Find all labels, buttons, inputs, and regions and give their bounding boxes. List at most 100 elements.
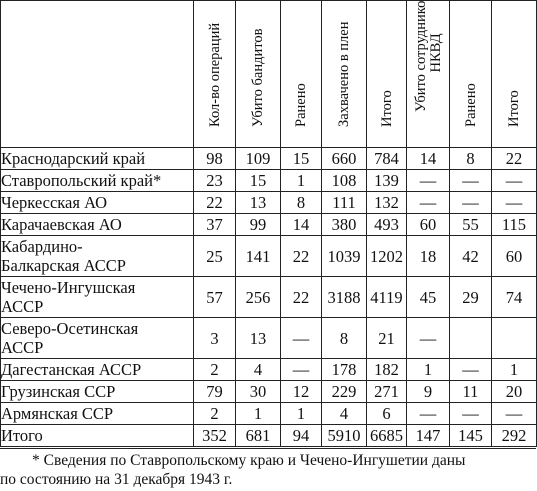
cell-value: 145 bbox=[449, 424, 492, 447]
cell-value: 22 bbox=[280, 235, 322, 277]
region-name: Армянская ССР bbox=[0, 402, 194, 425]
cell-value: 98 bbox=[193, 147, 236, 170]
cell-value: 178 bbox=[321, 358, 367, 381]
cell-value: 2 bbox=[193, 358, 236, 381]
cell-value: — bbox=[449, 402, 492, 425]
cell-value: 21 bbox=[366, 317, 407, 359]
cell-value: 42 bbox=[449, 235, 492, 277]
cell-value: 3 bbox=[193, 317, 236, 359]
cell-value: — bbox=[449, 191, 492, 214]
header-label-line2: НКВД bbox=[428, 33, 444, 73]
region-name-line1: Кабардино- bbox=[1, 237, 83, 256]
total-label: Итого bbox=[0, 424, 194, 447]
cell-value: 141 bbox=[235, 235, 281, 277]
cell-value: 60 bbox=[406, 213, 450, 236]
cell-value: 4119 bbox=[366, 276, 407, 318]
cell-value: — bbox=[491, 191, 537, 214]
cell-value bbox=[449, 317, 492, 359]
cell-value: 109 bbox=[235, 147, 281, 170]
cell-value: 380 bbox=[321, 213, 367, 236]
region-name: Грузинская ССР bbox=[0, 380, 194, 403]
header-label: Итого bbox=[506, 90, 522, 127]
cell-value: 20 bbox=[491, 380, 537, 403]
cell-value: 111 bbox=[321, 191, 367, 214]
cell-value: 25 bbox=[193, 235, 236, 277]
cell-value: 55 bbox=[449, 213, 492, 236]
cell-value: 1202 bbox=[366, 235, 407, 277]
cell-value: — bbox=[280, 358, 322, 381]
cell-value: 1 bbox=[406, 358, 450, 381]
cell-value: 1 bbox=[235, 402, 281, 425]
region-name: Кабардино- Балкарская АССР bbox=[0, 235, 194, 277]
header-label-line1: Убито сотрудников bbox=[413, 0, 429, 112]
cell-value: 147 bbox=[406, 424, 450, 447]
total-row: Итого 352 681 94 5910 6685 147 145 292 bbox=[0, 424, 537, 447]
header-cell-captured: Захвачено в плен bbox=[321, 0, 367, 148]
header-label: Ранено bbox=[462, 83, 479, 127]
region-name-line1: Чечено-Ингушская bbox=[1, 278, 136, 297]
cell-value: 4 bbox=[321, 402, 367, 425]
cell-value: 15 bbox=[235, 169, 281, 192]
cell-value: 23 bbox=[193, 169, 236, 192]
header-label: Захвачено в плен bbox=[336, 21, 352, 128]
cell-value: 271 bbox=[366, 380, 407, 403]
header-cell-bandits-wounded: Ранено bbox=[280, 0, 322, 148]
table-row: Кабардино- Балкарская АССР 25 141 22 1039… bbox=[0, 235, 537, 277]
cell-value: 132 bbox=[366, 191, 407, 214]
cell-value: 2 bbox=[193, 402, 236, 425]
cell-value: 681 bbox=[235, 424, 281, 447]
cell-value: 79 bbox=[193, 380, 236, 403]
cell-value: 8 bbox=[280, 191, 322, 214]
region-name-line1: Северо-Осетинская bbox=[1, 319, 139, 338]
footnote: * Сведения по Ставропольскому краю и Чеч… bbox=[0, 448, 536, 489]
header-cell-operations: Кол-во операций bbox=[193, 0, 236, 148]
header-row: Кол-во операций Убито бандитов Ранено За… bbox=[0, 0, 537, 148]
table-row: Карачаевская АО 37 99 14 380 493 60 55 1… bbox=[0, 213, 537, 236]
cell-value: 8 bbox=[449, 147, 492, 170]
region-name-line2: АССР bbox=[1, 297, 44, 316]
statistics-table: Кол-во операций Убито бандитов Ранено За… bbox=[0, 0, 537, 447]
header-corner-cell bbox=[0, 0, 194, 148]
cell-value: 22 bbox=[280, 276, 322, 318]
cell-value: 13 bbox=[235, 191, 281, 214]
table-row: Армянская ССР 2 1 1 4 6 — — — bbox=[0, 402, 537, 425]
table-row: Дагестанская АССР 2 4 — 178 182 1 — 1 bbox=[0, 358, 537, 381]
cell-value: 22 bbox=[193, 191, 236, 214]
header-cell-bandits-total: Итого bbox=[366, 0, 407, 148]
cell-value: 660 bbox=[321, 147, 367, 170]
cell-value: 14 bbox=[280, 213, 322, 236]
cell-value: 292 bbox=[491, 424, 537, 447]
cell-value: 37 bbox=[193, 213, 236, 236]
cell-value: 99 bbox=[235, 213, 281, 236]
cell-value: 115 bbox=[491, 213, 537, 236]
cell-value: — bbox=[491, 402, 537, 425]
cell-value: 784 bbox=[366, 147, 407, 170]
region-name: Северо-Осетинская АССР bbox=[0, 317, 194, 359]
cell-value: 139 bbox=[366, 169, 407, 192]
cell-value: 4 bbox=[235, 358, 281, 381]
cell-value: 45 bbox=[406, 276, 450, 318]
cell-value: 29 bbox=[449, 276, 492, 318]
cell-value: 13 bbox=[235, 317, 281, 359]
region-name: Черкесская АО bbox=[0, 191, 194, 214]
table-row: Ставропольский край* 23 15 1 108 139 — —… bbox=[0, 169, 537, 192]
cell-value: 182 bbox=[366, 358, 407, 381]
cell-value: — bbox=[406, 191, 450, 214]
cell-value: 108 bbox=[321, 169, 367, 192]
header-label: Убито сотрудников НКВД bbox=[413, 0, 444, 112]
region-name-line2: АССР bbox=[1, 338, 44, 357]
table-row: Северо-Осетинская АССР 3 13 — 8 21 — bbox=[0, 317, 537, 359]
cell-value: 229 bbox=[321, 380, 367, 403]
cell-value: 493 bbox=[366, 213, 407, 236]
cell-value: 256 bbox=[235, 276, 281, 318]
cell-value: 6685 bbox=[366, 424, 407, 447]
cell-value: 18 bbox=[406, 235, 450, 277]
cell-value: 1 bbox=[280, 402, 322, 425]
cell-value: — bbox=[406, 402, 450, 425]
cell-value: — bbox=[449, 169, 492, 192]
table-row: Краснодарский край 98 109 15 660 784 14 … bbox=[0, 147, 537, 170]
cell-value: 1 bbox=[280, 169, 322, 192]
cell-value: 11 bbox=[449, 380, 492, 403]
region-name: Карачаевская АО bbox=[0, 213, 194, 236]
cell-value: — bbox=[406, 317, 450, 359]
